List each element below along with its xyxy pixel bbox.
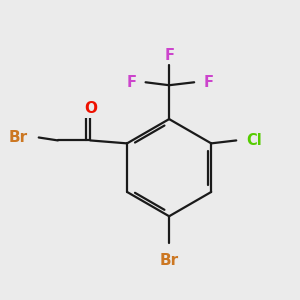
Text: O: O (84, 101, 97, 116)
Text: Br: Br (8, 130, 28, 145)
Text: F: F (126, 75, 136, 90)
Text: F: F (204, 75, 214, 90)
Text: F: F (164, 48, 174, 63)
Text: Br: Br (160, 253, 179, 268)
Text: Cl: Cl (247, 133, 262, 148)
